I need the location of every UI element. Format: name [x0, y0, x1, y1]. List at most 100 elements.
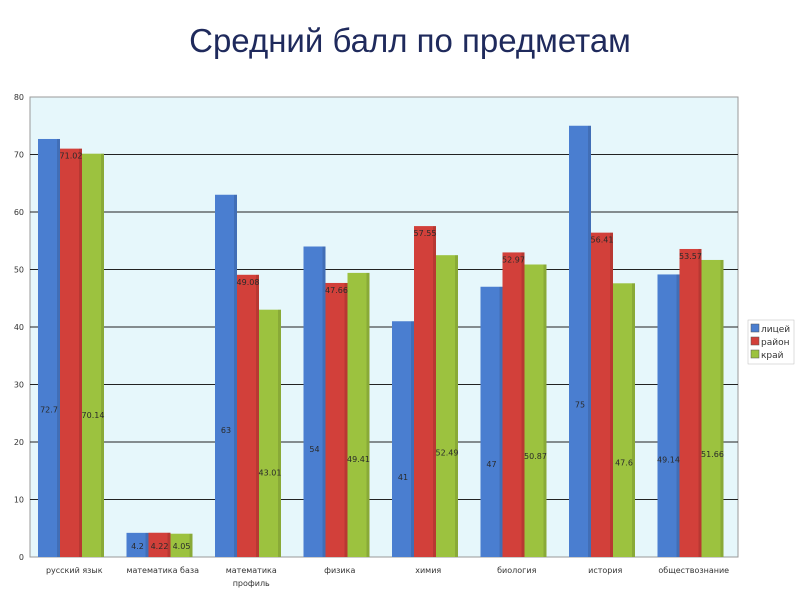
- bar-shade: [322, 246, 326, 557]
- bar-район-7: [679, 248, 702, 557]
- chart-title: Средний балл по предметам: [189, 22, 631, 59]
- bar-лицей-1: [126, 532, 149, 557]
- data-label: 56.41: [591, 236, 614, 245]
- x-category-label: история: [588, 566, 622, 575]
- data-label: 49.41: [347, 455, 370, 464]
- bar-район-6: [591, 232, 613, 557]
- bar-shade: [167, 532, 171, 557]
- bar-shade: [411, 321, 414, 557]
- x-category-label: биология: [497, 566, 536, 575]
- y-tick-label: 70: [14, 151, 24, 160]
- bar-shade: [720, 259, 724, 557]
- bar-лицей-6: [569, 125, 591, 557]
- data-label: 53.57: [679, 252, 702, 261]
- data-label: 4.05: [173, 542, 191, 551]
- bar-край-5: [524, 264, 547, 557]
- x-category-label: обществознание: [658, 566, 729, 575]
- bar-лицей-3: [303, 246, 326, 557]
- data-label: 49.08: [237, 278, 260, 287]
- bar-shade: [234, 194, 237, 557]
- data-label: 41: [398, 473, 408, 482]
- bar-край-4: [436, 255, 458, 557]
- bar-shade: [189, 533, 193, 557]
- bar-shade: [278, 309, 281, 557]
- data-label: 47.6: [615, 459, 633, 468]
- bar-shade: [543, 264, 547, 557]
- y-tick-label: 30: [14, 381, 24, 390]
- bar-район-0: [60, 148, 82, 557]
- bar-район-5: [502, 252, 525, 558]
- data-label: 71.02: [60, 152, 83, 161]
- data-label: 72.7: [40, 405, 58, 414]
- data-label: 4.2: [131, 542, 144, 551]
- bar-край-0: [82, 153, 104, 557]
- bar-район-2: [237, 274, 259, 557]
- bar-shade: [79, 148, 82, 557]
- data-label: 50.87: [524, 452, 547, 461]
- x-axis: русский язык математика база математика про…: [46, 566, 729, 588]
- y-tick-label: 20: [14, 438, 24, 447]
- bar-shade: [610, 232, 613, 557]
- bar-район-3: [325, 282, 348, 557]
- y-tick-label: 40: [14, 323, 24, 332]
- bar-shade: [433, 226, 436, 557]
- bar-район-1: [148, 532, 171, 557]
- data-label: 57.55: [414, 229, 437, 238]
- bar-лицей-7: [657, 274, 680, 557]
- x-category-label: математика: [226, 566, 277, 575]
- data-label: 51.66: [701, 450, 724, 459]
- legend-label-лицей: лицей: [761, 325, 790, 335]
- bar-лицей-0: [38, 138, 60, 557]
- data-label: 54: [309, 445, 319, 454]
- y-tick-label: 10: [14, 496, 24, 505]
- data-label: 43.01: [259, 468, 282, 477]
- bar-лицей-5: [480, 286, 503, 557]
- y-tick-label: 0: [19, 553, 24, 562]
- bar-shade: [256, 274, 259, 557]
- bar-край-7: [701, 259, 724, 557]
- data-label: 63: [221, 426, 231, 435]
- data-label: 47.66: [325, 286, 348, 295]
- bar-shade: [455, 255, 458, 557]
- x-category-label: математика база: [126, 566, 199, 575]
- bar-край-3: [347, 272, 370, 557]
- bar-shade: [521, 252, 525, 558]
- x-category-label: профиль: [233, 579, 270, 588]
- bar-shade: [588, 125, 591, 557]
- y-tick-label: 50: [14, 266, 24, 275]
- legend-label-край: край: [761, 351, 784, 361]
- y-tick-label: 80: [14, 93, 24, 102]
- data-label: 47: [486, 460, 496, 469]
- bar-shade: [145, 532, 149, 557]
- data-label: 49.14: [657, 455, 680, 464]
- bar-shade: [698, 248, 702, 557]
- bar-shade: [632, 283, 635, 557]
- bar-край-2: [259, 309, 281, 557]
- data-label: 52.97: [502, 255, 525, 264]
- legend-swatch-край: [750, 349, 760, 359]
- data-labels: 72.7 71.02 70.14 4.2 4.22 4.05 63 49.08 43.01 54 4…: [40, 152, 724, 551]
- bar-край-6: [613, 283, 635, 557]
- data-label: 52.49: [436, 448, 459, 457]
- bar-край-1: [170, 533, 193, 557]
- data-label: 70.14: [82, 411, 105, 420]
- x-category-label: русский язык: [46, 566, 103, 575]
- legend-swatch-лицей: [750, 323, 760, 333]
- bar-shade: [57, 138, 60, 557]
- legend: лицей район край: [747, 319, 795, 365]
- bars: [38, 125, 724, 558]
- legend-label-район: район: [761, 338, 790, 348]
- bar-shade: [499, 286, 503, 557]
- y-tick-label: 60: [14, 208, 24, 217]
- bar-shade: [101, 153, 104, 557]
- bar-shade: [676, 274, 680, 557]
- legend-swatch-район: [750, 336, 760, 346]
- bar-shade: [344, 282, 348, 557]
- x-category-label: физика: [324, 566, 355, 575]
- y-axis: 0 10 20 30 40 50 60 70 80: [14, 93, 24, 562]
- bar-район-4: [414, 226, 436, 557]
- data-label: 4.22: [151, 542, 169, 551]
- bar-лицей-2: [215, 194, 237, 557]
- bar-shade: [366, 272, 370, 557]
